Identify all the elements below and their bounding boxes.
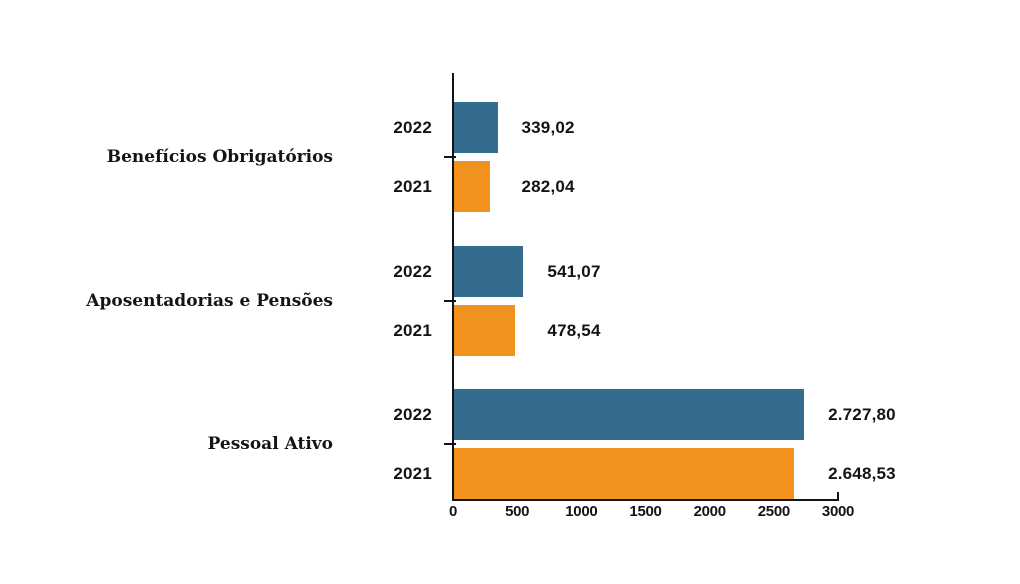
bar-2021	[454, 448, 794, 499]
value-label: 478,54	[547, 320, 601, 340]
y-axis-line	[452, 73, 454, 501]
year-label: 2021	[393, 463, 432, 483]
bar-2022	[454, 102, 498, 153]
x-axis-tick	[837, 492, 839, 499]
bar-2021	[454, 161, 491, 212]
x-axis-line	[452, 499, 839, 501]
x-axis-tick-label: 1500	[629, 503, 662, 520]
y-axis-tick	[444, 443, 456, 445]
year-label: 2022	[393, 404, 432, 424]
year-label: 2022	[393, 261, 432, 281]
y-axis-tick	[444, 156, 456, 158]
x-axis-tick-label: 2000	[693, 503, 726, 520]
bar-2021	[454, 305, 516, 356]
x-axis-tick-label: 0	[448, 503, 458, 520]
value-label: 2.727,80	[828, 404, 896, 424]
value-label: 282,04	[521, 176, 575, 196]
value-label: 2.648,53	[828, 463, 896, 483]
bar-2022	[454, 389, 805, 440]
year-label: 2021	[393, 320, 432, 340]
x-axis-tick-label: 500	[505, 503, 530, 520]
y-axis-tick	[444, 300, 456, 302]
value-label: 339,02	[521, 117, 575, 137]
value-label: 541,07	[547, 261, 601, 281]
x-axis-tick-label: 1000	[565, 503, 598, 520]
year-label: 2021	[393, 176, 432, 196]
x-axis-tick-label: 3000	[821, 503, 855, 520]
year-label: 2022	[393, 117, 432, 137]
category-label: Pessoal Ativo	[207, 434, 333, 454]
category-label: Benefícios Obrigatórios	[106, 147, 333, 167]
category-label: Aposentadorias e Pensões	[86, 291, 333, 311]
bar-2022	[454, 246, 524, 297]
x-axis-tick-label: 2500	[757, 503, 790, 520]
